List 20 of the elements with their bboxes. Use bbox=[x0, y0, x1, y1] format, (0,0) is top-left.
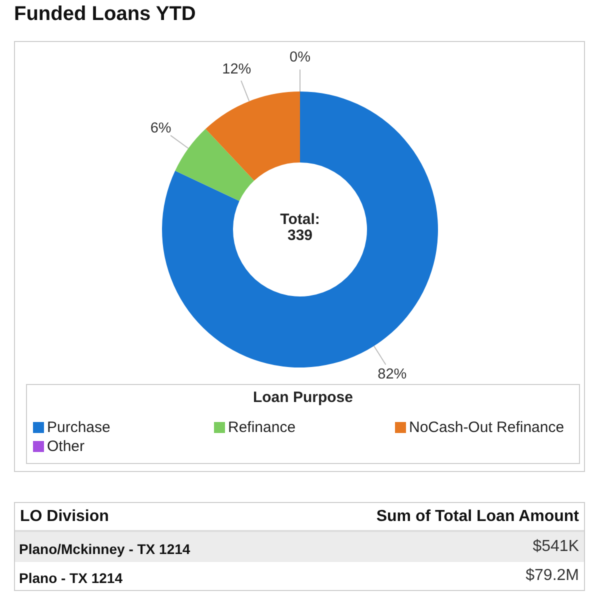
category-label: Plano - TX 1214 bbox=[19, 570, 122, 586]
text: Total: bbox=[280, 210, 320, 228]
donut-slice bbox=[175, 128, 254, 201]
data-label: 6% bbox=[150, 120, 172, 136]
chart-title: Funded Loans YTD bbox=[14, 3, 196, 25]
text: $541K bbox=[532, 538, 579, 555]
text: 339 bbox=[287, 226, 313, 244]
data-label: 12% bbox=[222, 62, 252, 78]
legend-label: Purchase bbox=[47, 419, 110, 436]
category-label: Plano/Mckinney - TX 1214 bbox=[19, 540, 190, 556]
data-label: 82% bbox=[378, 366, 407, 383]
donut-slice bbox=[206, 92, 300, 181]
text: 0% bbox=[290, 50, 310, 66]
text: LO Division bbox=[20, 508, 109, 524]
legend-label: NoCash-Out Refinance bbox=[409, 419, 564, 436]
text: Sum of Total Loan Amount bbox=[376, 508, 579, 524]
legend-label: Refinance bbox=[228, 419, 296, 436]
legend-label: Other bbox=[47, 438, 85, 455]
legend-title: Loan Purpose bbox=[252, 389, 353, 406]
text: $79.2M bbox=[526, 567, 579, 584]
